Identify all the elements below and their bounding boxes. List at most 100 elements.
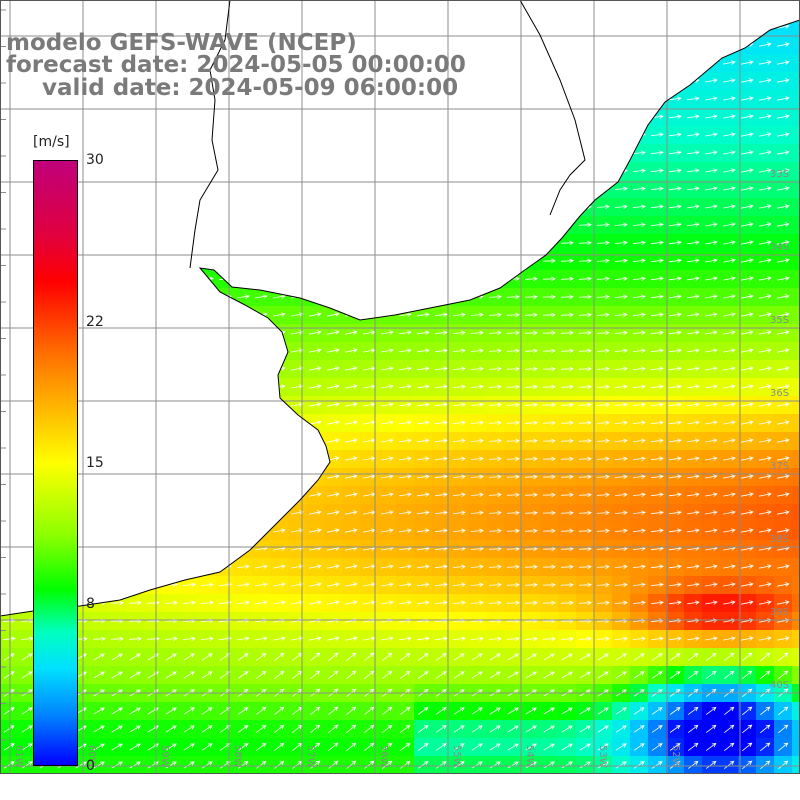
wind-arrow: [417, 761, 429, 769]
wind-arrow: [506, 546, 520, 552]
wind-arrow: [578, 600, 592, 606]
wind-arrow: [452, 312, 466, 318]
wind-arrow: [506, 294, 520, 300]
wind-arrow: [471, 743, 483, 751]
wind-arrow: [129, 725, 141, 733]
wind-arrow: [560, 546, 574, 552]
wind-arrow: [614, 348, 628, 354]
wind-arrow: [687, 402, 700, 407]
wind-arrow: [596, 528, 610, 534]
wind-arrow: [650, 276, 664, 281]
wind-arrow: [669, 132, 682, 137]
wind-arrow: [255, 564, 268, 569]
wind-arrow: [417, 438, 430, 443]
wind-arrow: [578, 564, 592, 570]
wind-arrow: [579, 707, 591, 715]
wind-arrow: [470, 474, 484, 480]
wind-arrow: [542, 384, 556, 390]
wind-arrow: [399, 760, 411, 769]
wind-arrow: [93, 761, 105, 769]
wind-arrow: [705, 564, 718, 569]
wind-arrow: [291, 564, 304, 569]
wind-arrow: [705, 348, 718, 353]
wind-arrow: [741, 492, 754, 497]
wind-arrow: [723, 600, 736, 605]
wind-arrow: [417, 402, 430, 407]
wind-arrow: [399, 600, 412, 605]
wind-arrow: [435, 707, 447, 715]
wind-arrow: [453, 725, 465, 733]
wind-arrow: [596, 510, 610, 516]
wind-arrow: [741, 96, 754, 101]
wind-arrow: [21, 671, 33, 679]
wind-arrow: [560, 276, 574, 282]
wind-arrow: [524, 600, 538, 606]
latitude-label: 40S: [770, 680, 789, 691]
wind-arrow: [291, 384, 304, 389]
wind-arrow: [542, 366, 556, 372]
wind-arrow: [705, 204, 718, 209]
wind-arrow: [614, 240, 628, 246]
wind-arrow: [560, 312, 574, 318]
wind-arrow: [650, 294, 664, 299]
wind-arrow: [578, 456, 592, 462]
wind-arrow: [560, 582, 574, 588]
wind-arrow: [778, 706, 789, 716]
wind-arrow: [434, 420, 448, 425]
wind-arrow: [381, 564, 394, 569]
wind-arrow: [669, 636, 682, 641]
wind-arrow: [777, 492, 790, 497]
wind-arrow: [596, 456, 610, 462]
wind-arrow: [669, 96, 682, 101]
wind-arrow: [471, 725, 483, 733]
land-mass: [0, 0, 800, 616]
wind-arrow: [417, 384, 430, 389]
wind-arrow: [452, 456, 466, 462]
wind-arrow: [506, 600, 520, 606]
wind-arrow: [705, 114, 718, 119]
wind-arrow: [650, 186, 664, 191]
wind-arrow: [488, 456, 502, 462]
wind-arrow: [615, 653, 627, 661]
wind-arrow: [596, 312, 610, 318]
wind-arrow: [579, 653, 591, 661]
wind-arrow: [705, 456, 718, 461]
wind-arrow: [255, 760, 267, 769]
wind-arrow: [291, 582, 304, 587]
wind-arrow: [327, 528, 340, 533]
wind-arrow: [723, 60, 736, 65]
wind-arrow: [633, 671, 645, 679]
wind-arrow: [452, 420, 466, 426]
wind-arrow: [687, 276, 700, 281]
wind-arrow: [760, 670, 771, 680]
wind-arrow: [201, 725, 213, 733]
wind-arrow: [381, 474, 394, 479]
wind-arrow: [346, 652, 357, 662]
wind-arrow: [777, 366, 790, 371]
wind-arrow: [632, 348, 646, 354]
wind-arrow: [417, 456, 430, 461]
wind-arrow: [705, 330, 718, 335]
wind-arrow: [381, 670, 393, 680]
wind-arrow: [399, 652, 411, 661]
wind-arrow: [111, 743, 123, 751]
wind-arrow: [506, 564, 520, 570]
wind-arrow: [741, 366, 754, 371]
colorbar: [33, 160, 78, 766]
wind-arrow: [309, 312, 322, 317]
wind-arrow: [542, 402, 556, 408]
wind-arrow: [723, 456, 736, 461]
wind-arrow: [777, 294, 790, 299]
wind-arrow: [346, 670, 357, 680]
wind-arrow: [561, 761, 573, 769]
wind-arrow: [309, 330, 322, 335]
wind-arrow: [596, 582, 610, 588]
wind-arrow: [327, 348, 340, 353]
wind-arrow: [741, 600, 754, 605]
wind-arrow: [777, 78, 790, 83]
wind-arrow: [291, 402, 304, 407]
wind-arrow: [182, 582, 196, 588]
longitude-label: 54W: [524, 745, 535, 768]
wind-arrow: [327, 636, 340, 641]
wind-arrow: [75, 761, 87, 769]
